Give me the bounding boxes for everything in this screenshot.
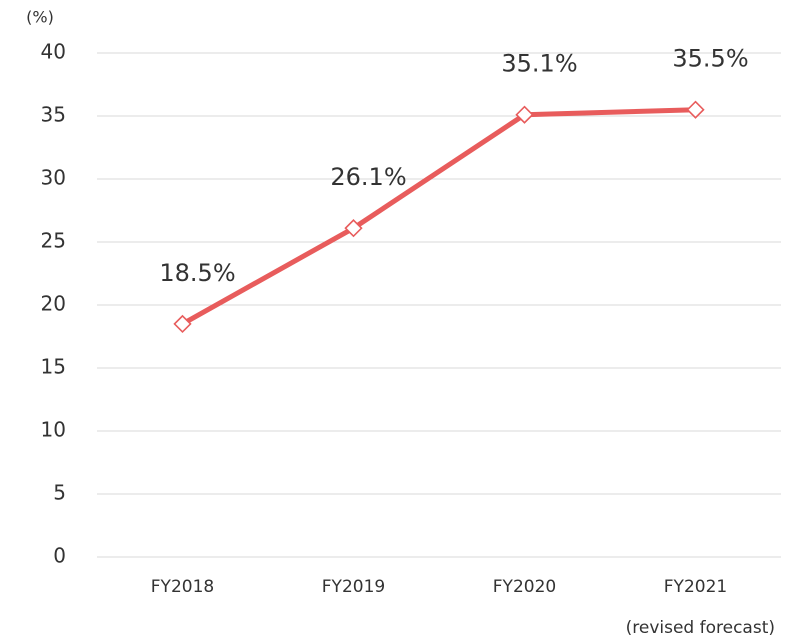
y-tick-label: 30 [41, 166, 66, 190]
x-tick-label: FY2018 [151, 577, 214, 597]
x-tick-label: FY2020 [493, 577, 556, 597]
data-label: 18.5% [159, 259, 235, 287]
y-tick-label: 10 [41, 418, 66, 442]
series-line [181, 107, 696, 327]
marker [515, 105, 534, 124]
data-label: 35.1% [501, 50, 577, 78]
x-tick-label: FY2019 [322, 577, 385, 597]
x-tick-label: FY2021 [664, 577, 727, 597]
y-tick-label: 0 [53, 544, 66, 568]
y-tick-label: 25 [41, 229, 66, 253]
marker [686, 100, 705, 119]
marker [344, 219, 363, 238]
y-tick-label: 15 [41, 355, 66, 379]
data-label: 35.5% [672, 45, 748, 73]
annotation: (revised forecast) [626, 618, 775, 638]
y-tick-label: 5 [53, 481, 66, 505]
y-tick-label: 20 [41, 292, 66, 316]
data-label: 26.1% [330, 163, 406, 191]
y-tick-label: 40 [41, 40, 66, 64]
y-tick-label: 35 [41, 103, 66, 127]
marker [173, 314, 192, 334]
y-unit: (%) [26, 8, 54, 27]
